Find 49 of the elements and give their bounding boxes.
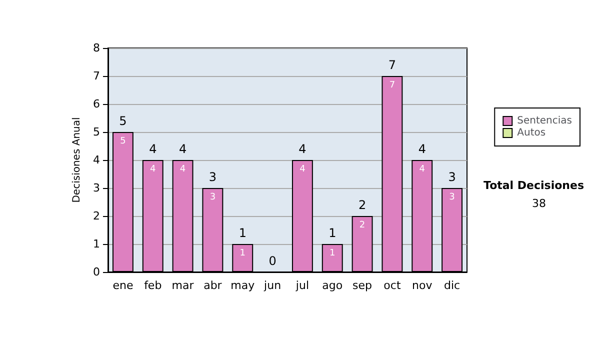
total-label: 4	[298, 142, 306, 156]
total-label: 4	[418, 142, 426, 156]
legend-label: Sentencias	[517, 116, 572, 126]
data-label: 3	[210, 192, 216, 202]
total-label: 1	[238, 226, 246, 240]
x-tick-label: jun	[263, 279, 282, 292]
x-tick-label: oct	[384, 279, 402, 292]
x-tick-label: mar	[172, 279, 194, 292]
x-tick-label: ago	[322, 279, 343, 292]
data-label: 1	[330, 248, 336, 258]
y-tick-label: 3	[93, 182, 100, 194]
total-label: 2	[358, 198, 366, 212]
x-tick-label: abr	[204, 279, 222, 292]
total-label: 3	[208, 170, 217, 184]
total-label: 4	[178, 142, 187, 156]
x-tick-label: may	[230, 279, 256, 292]
text: Total Decisiones	[484, 179, 584, 192]
y-axis-title: Decisiones Anual	[72, 117, 83, 203]
total-label: 0	[268, 254, 276, 268]
data-label: 4	[180, 164, 186, 174]
x-tick-label: nov	[412, 279, 433, 292]
y-tick-label: 7	[93, 70, 100, 82]
x-tick-label: ene	[112, 279, 134, 292]
total-label: 7	[388, 58, 396, 72]
data-label: 1	[240, 248, 246, 258]
y-tick-label: 1	[93, 238, 100, 250]
y-tick-label: 8	[93, 42, 100, 54]
data-label: 4	[419, 164, 426, 174]
y-tick-label: 5	[93, 126, 100, 138]
data-label: 5	[120, 136, 126, 146]
y-tick-label: 6	[93, 98, 100, 110]
y-tick-label: 0	[93, 266, 100, 278]
total-label: 4	[149, 142, 157, 156]
x-tick-label: sep	[352, 279, 372, 292]
y-tick-label: 2	[93, 210, 100, 222]
total-label: 3	[448, 170, 456, 184]
total-label: 1	[328, 226, 336, 240]
x-tick-label: feb	[144, 279, 162, 292]
data-label: 3	[449, 192, 455, 202]
total-label: 5	[119, 114, 127, 128]
x-tick-label: dic	[444, 279, 460, 292]
data-label: 7	[389, 80, 396, 90]
text: 38	[532, 197, 546, 210]
legend-label: Autos	[517, 128, 546, 138]
x-tick-label: jul	[294, 279, 310, 292]
data-label: 2	[359, 220, 366, 230]
y-tick-label: 4	[93, 154, 100, 166]
data-label: 4	[150, 164, 156, 174]
data-label: 4	[300, 164, 306, 174]
